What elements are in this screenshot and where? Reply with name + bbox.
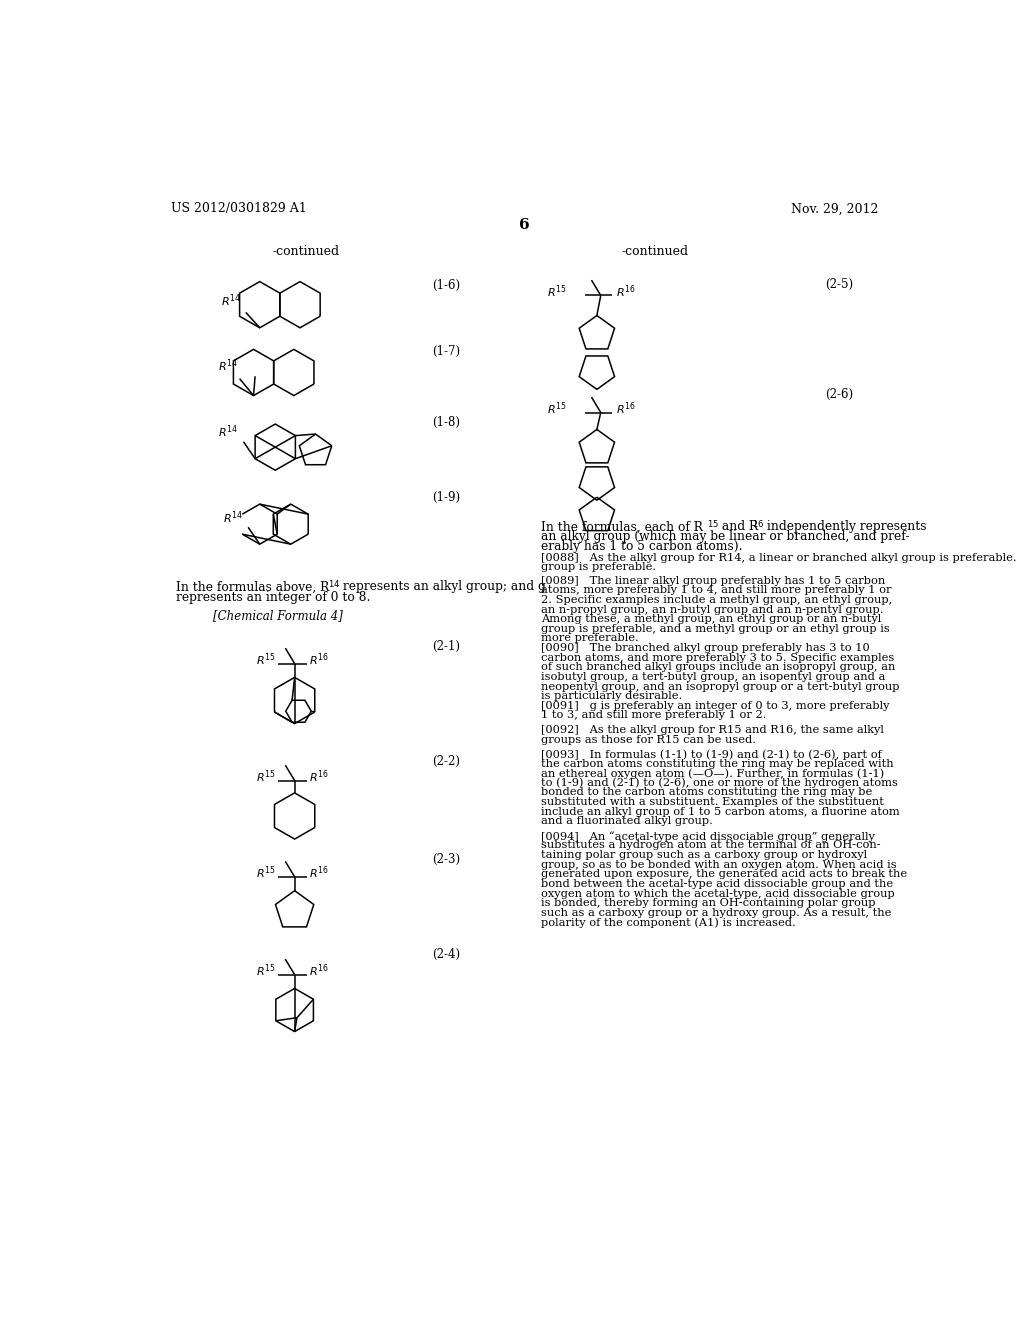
Text: (1-7): (1-7)	[432, 345, 460, 358]
Text: $R^{14}$: $R^{14}$	[218, 358, 238, 374]
Text: (2-6): (2-6)	[825, 388, 854, 401]
Text: $R^{14}$: $R^{14}$	[222, 510, 243, 525]
Text: [0088]   As the alkyl group for R14, a linear or branched alkyl group is prefera: [0088] As the alkyl group for R14, a lin…	[541, 553, 1017, 562]
Text: bonded to the carbon atoms constituting the ring may be: bonded to the carbon atoms constituting …	[541, 788, 872, 797]
Text: bond between the acetal-type acid dissociable group and the: bond between the acetal-type acid dissoc…	[541, 879, 893, 888]
Text: isobutyl group, a tert-butyl group, an isopentyl group and a: isobutyl group, a tert-butyl group, an i…	[541, 672, 886, 682]
Text: oxygen atom to which the acetal-type, acid dissociable group: oxygen atom to which the acetal-type, ac…	[541, 888, 895, 899]
Text: (1-8): (1-8)	[432, 416, 460, 429]
Text: groups as those for R15 can be used.: groups as those for R15 can be used.	[541, 734, 756, 744]
Text: [0091]   g is preferably an integer of 0 to 3, more preferably: [0091] g is preferably an integer of 0 t…	[541, 701, 890, 711]
Text: $R^{16}$: $R^{16}$	[308, 865, 329, 882]
Text: [0089]   The linear alkyl group preferably has 1 to 5 carbon: [0089] The linear alkyl group preferably…	[541, 576, 886, 586]
Text: 2. Specific examples include a methyl group, an ethyl group,: 2. Specific examples include a methyl gr…	[541, 595, 892, 605]
Text: group, so as to be bonded with an oxygen atom. When acid is: group, so as to be bonded with an oxygen…	[541, 859, 897, 870]
Text: [Chemical Formula 4]: [Chemical Formula 4]	[213, 609, 343, 622]
Text: more preferable.: more preferable.	[541, 634, 639, 643]
Text: represents an alkyl group; and g: represents an alkyl group; and g	[339, 581, 546, 594]
Text: polarity of the component (A1) is increased.: polarity of the component (A1) is increa…	[541, 917, 796, 928]
Text: $R^{15}$: $R^{15}$	[256, 768, 276, 785]
Text: (1-9): (1-9)	[432, 491, 460, 504]
Text: 1 to 3, and still more preferably 1 or 2.: 1 to 3, and still more preferably 1 or 2…	[541, 710, 767, 721]
Text: $^{16}$: $^{16}$	[752, 520, 764, 533]
Text: $R^{15}$: $R^{15}$	[256, 962, 276, 979]
Text: an n-propyl group, an n-butyl group and an n-pentyl group.: an n-propyl group, an n-butyl group and …	[541, 605, 884, 615]
Text: is bonded, thereby forming an OH-containing polar group: is bonded, thereby forming an OH-contain…	[541, 898, 876, 908]
Text: taining polar group such as a carboxy group or hydroxyl: taining polar group such as a carboxy gr…	[541, 850, 867, 861]
Text: of such branched alkyl groups include an isopropyl group, an: of such branched alkyl groups include an…	[541, 663, 895, 672]
Text: include an alkyl group of 1 to 5 carbon atoms, a fluorine atom: include an alkyl group of 1 to 5 carbon …	[541, 807, 900, 817]
Text: $R^{15}$: $R^{15}$	[256, 865, 276, 882]
Text: substituted with a substituent. Examples of the substituent: substituted with a substituent. Examples…	[541, 797, 884, 807]
Text: and a fluorinated alkyl group.: and a fluorinated alkyl group.	[541, 816, 713, 826]
Text: group is preferable.: group is preferable.	[541, 562, 656, 573]
Text: $^{15}$: $^{15}$	[707, 520, 719, 533]
Text: -continued: -continued	[272, 244, 340, 257]
Text: (2-4): (2-4)	[432, 949, 460, 961]
Text: carbon atoms, and more preferably 3 to 5. Specific examples: carbon atoms, and more preferably 3 to 5…	[541, 653, 894, 663]
Text: $R^{14}$: $R^{14}$	[218, 424, 238, 441]
Text: $R^{16}$: $R^{16}$	[308, 962, 329, 979]
Text: an ethereal oxygen atom (—O—). Further, in formulas (1-1): an ethereal oxygen atom (—O—). Further, …	[541, 768, 885, 779]
Text: $R^{15}$: $R^{15}$	[256, 651, 276, 668]
Text: [0094]   An “acetal-type acid dissociable group” generally: [0094] An “acetal-type acid dissociable …	[541, 830, 874, 842]
Text: erably has 1 to 5 carbon atoms).: erably has 1 to 5 carbon atoms).	[541, 540, 742, 553]
Text: such as a carboxy group or a hydroxy group. As a result, the: such as a carboxy group or a hydroxy gro…	[541, 908, 892, 917]
Text: and R: and R	[718, 520, 758, 533]
Text: $R^{16}$: $R^{16}$	[616, 400, 636, 417]
Text: generated upon exposure, the generated acid acts to break the: generated upon exposure, the generated a…	[541, 870, 907, 879]
Text: $R^{14}$: $R^{14}$	[221, 292, 241, 309]
Text: US 2012/0301829 A1: US 2012/0301829 A1	[171, 202, 306, 215]
Text: In the formulas, each of R: In the formulas, each of R	[541, 520, 702, 533]
Text: group is preferable, and a methyl group or an ethyl group is: group is preferable, and a methyl group …	[541, 624, 890, 634]
Text: In the formulas above, R: In the formulas above, R	[176, 581, 330, 594]
Text: $R^{16}$: $R^{16}$	[308, 768, 329, 785]
Text: (1-6): (1-6)	[432, 279, 460, 292]
Text: (2-5): (2-5)	[825, 277, 854, 290]
Text: neopentyl group, and an isopropyl group or a tert-butyl group: neopentyl group, and an isopropyl group …	[541, 681, 899, 692]
Text: -continued: -continued	[622, 244, 688, 257]
Text: $^{14}$: $^{14}$	[328, 581, 340, 594]
Text: [0090]   The branched alkyl group preferably has 3 to 10: [0090] The branched alkyl group preferab…	[541, 643, 869, 653]
Text: (2-2): (2-2)	[432, 755, 460, 768]
Text: $R^{16}$: $R^{16}$	[308, 651, 329, 668]
Text: $R^{15}$: $R^{15}$	[547, 284, 566, 300]
Text: substitutes a hydrogen atom at the terminal of an OH-con-: substitutes a hydrogen atom at the termi…	[541, 841, 881, 850]
Text: represents an integer of 0 to 8.: represents an integer of 0 to 8.	[176, 591, 371, 605]
Text: [0093]   In formulas (1-1) to (1-9) and (2-1) to (2-6), part of: [0093] In formulas (1-1) to (1-9) and (2…	[541, 748, 882, 759]
Text: (2-1): (2-1)	[432, 640, 460, 652]
Text: $R^{16}$: $R^{16}$	[616, 284, 636, 300]
Text: to (1-9) and (2-1) to (2-6), one or more of the hydrogen atoms: to (1-9) and (2-1) to (2-6), one or more…	[541, 777, 898, 788]
Text: [0092]   As the alkyl group for R15 and R16, the same alkyl: [0092] As the alkyl group for R15 and R1…	[541, 725, 884, 735]
Text: $R^{15}$: $R^{15}$	[547, 400, 566, 417]
Text: an alkyl group (which may be linear or branched, and pref-: an alkyl group (which may be linear or b…	[541, 531, 909, 544]
Text: Nov. 29, 2012: Nov. 29, 2012	[791, 202, 878, 215]
Text: (2-3): (2-3)	[432, 853, 460, 866]
Text: independently represents: independently represents	[763, 520, 927, 533]
Text: 6: 6	[519, 218, 530, 232]
Text: is particularly desirable.: is particularly desirable.	[541, 692, 682, 701]
Text: atoms, more preferably 1 to 4, and still more preferably 1 or: atoms, more preferably 1 to 4, and still…	[541, 585, 892, 595]
Text: Among these, a methyl group, an ethyl group or an n-butyl: Among these, a methyl group, an ethyl gr…	[541, 614, 882, 624]
Text: the carbon atoms constituting the ring may be replaced with: the carbon atoms constituting the ring m…	[541, 759, 894, 768]
